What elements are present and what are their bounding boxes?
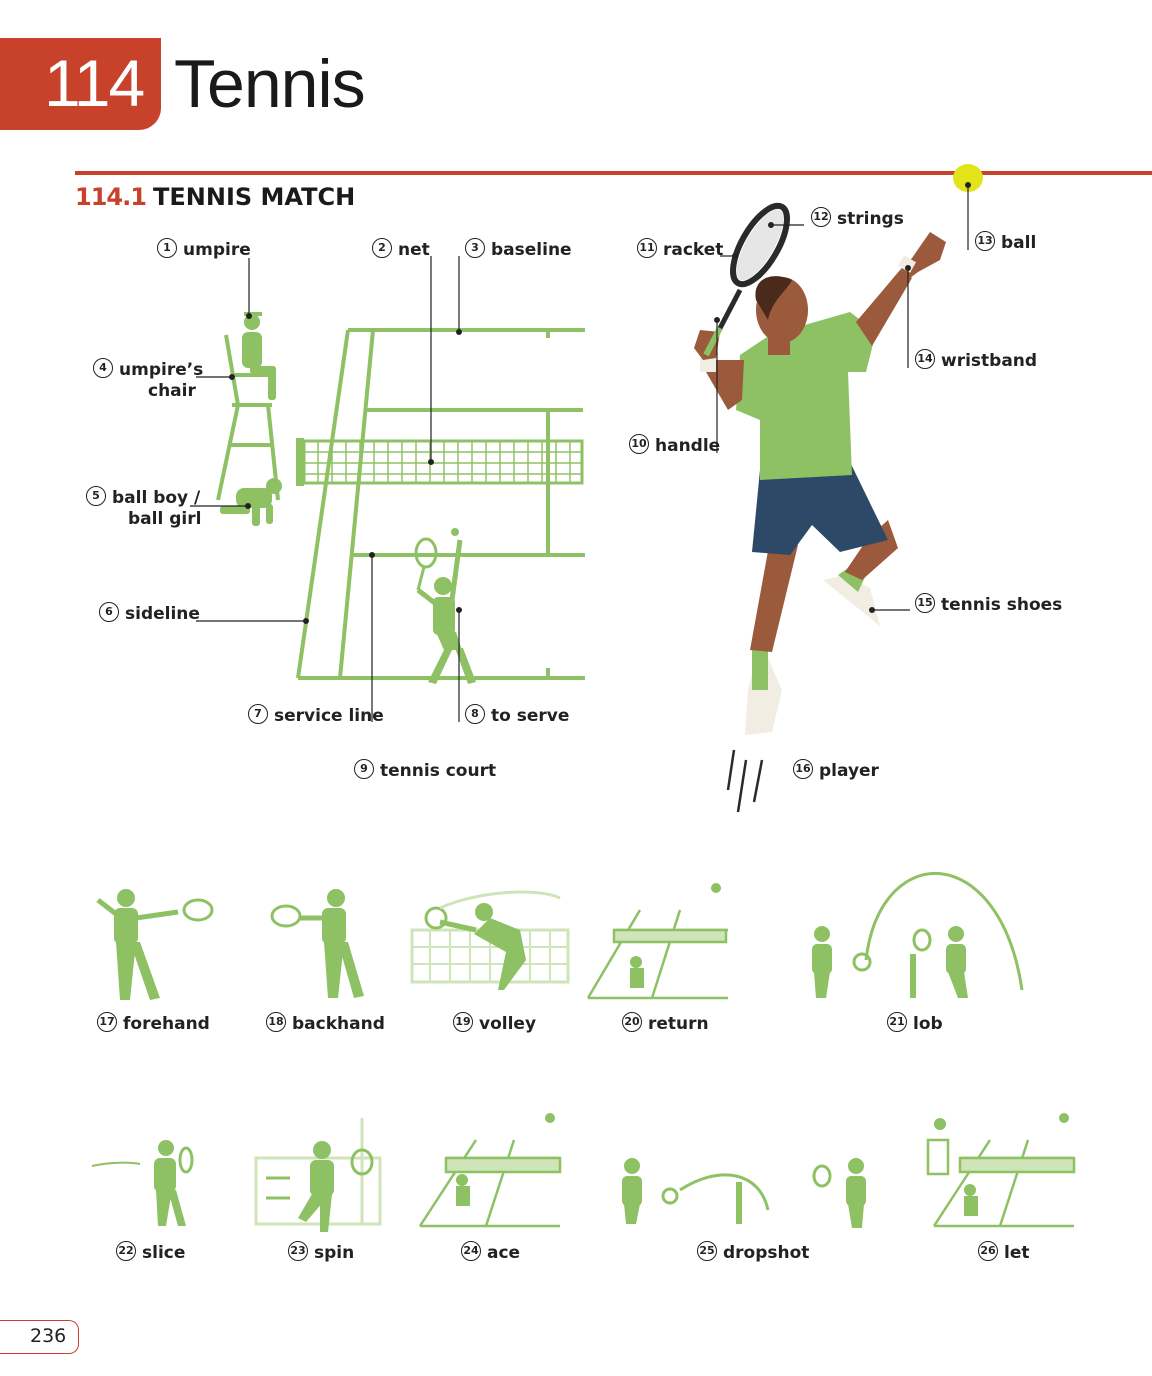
lob-icon [812,872,1024,998]
let-icon [926,1113,1076,1228]
umpire-icon [242,312,276,400]
label-service-line: 7 service line [248,704,384,727]
backhand-icon [270,889,364,998]
label-ball: 13 ball [975,231,1036,254]
section-number: 114.1 [75,183,147,211]
section-rule [75,171,1152,175]
label-slice: 22 slice [116,1241,185,1264]
label-sideline: 6 sideline [99,602,200,625]
chapter-title: Tennis [174,46,366,122]
label-tennis-shoes: 15 tennis shoes [915,593,1062,616]
label-forehand: 17 forehand [97,1012,210,1035]
label-backhand: 18 backhand [266,1012,385,1035]
volley-icon [410,890,570,990]
ball-girl-icon [220,478,282,526]
label-ball-boy: 5 ball boy / [86,486,200,509]
ball-icon [953,164,983,192]
label-umpires-chair-line2: chair [148,381,196,401]
label-tennis-court: 9 tennis court [354,759,496,782]
label-ace: 24 ace [461,1241,520,1264]
section-title: TENNIS MATCH [153,183,356,211]
label-lob: 21 lob [887,1012,943,1035]
ace-icon [418,1113,562,1228]
dropshot-icon [622,1158,866,1228]
chapter-number: 114 [44,46,145,120]
net-icon [296,438,584,486]
label-dropshot: 25 dropshot [697,1241,809,1264]
label-let: 26 let [978,1241,1029,1264]
label-wristband: 14 wristband [915,349,1037,372]
forehand-icon [96,889,214,1000]
label-player: 16 player [793,759,879,782]
page-number-box [0,1320,79,1354]
page-number: 236 [30,1325,67,1347]
tennis-player-illustration [694,164,983,813]
slice-icon [91,1140,194,1226]
label-racket: 11 racket [637,238,723,261]
serving-player-icon [414,528,476,684]
label-return: 20 return [622,1012,709,1035]
label-umpires-chair: 4 umpire’s [93,358,203,381]
label-spin: 23 spin [288,1241,354,1264]
label-net: 2 net [372,238,430,261]
label-volley: 19 volley [453,1012,536,1035]
label-handle: 10 handle [629,434,720,457]
label-strings: 12 strings [811,207,904,230]
label-ball-girl: ball girl [128,509,202,529]
chapter-number-box [0,38,161,130]
return-icon [586,883,728,1000]
label-umpire: 1 umpire [157,238,251,261]
label-to-serve: 8 to serve [465,704,569,727]
spin-icon [254,1118,382,1232]
label-baseline: 3 baseline [465,238,572,261]
